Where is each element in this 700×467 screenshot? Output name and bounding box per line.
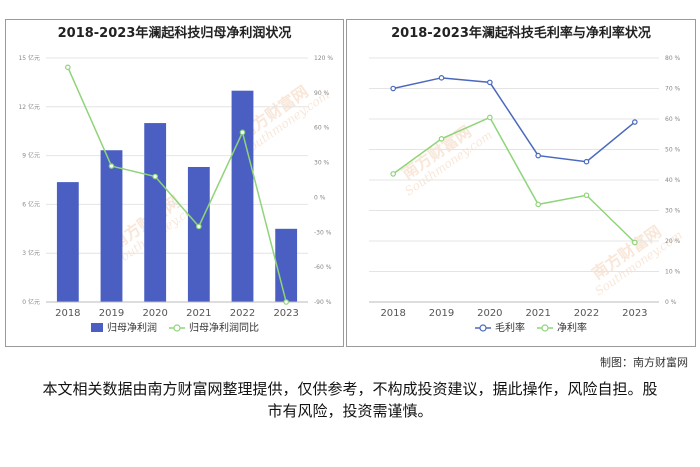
bar [231, 90, 254, 302]
y-right-tick-label: 120 % [314, 55, 333, 62]
line-point [390, 171, 396, 177]
y-right-tick-label: 90 % [314, 90, 330, 97]
line-point [152, 173, 158, 180]
x-tick-label: 2021 [525, 308, 550, 319]
bar [187, 166, 210, 302]
line-point [632, 239, 638, 246]
y-left-tick-label: 3 亿元 [22, 249, 40, 257]
x-tick-label: 2020 [477, 308, 502, 319]
y-tick-label: 80 % [665, 55, 681, 62]
legend-swatch-bar [91, 323, 103, 332]
line-point [583, 192, 590, 199]
bar [56, 182, 79, 302]
left-chart-panel: 2018-2023年澜起科技归母净利润状况 南方财富网 Southmoney.co… [5, 19, 344, 347]
y-left-tick-label: 6 亿元 [22, 200, 40, 208]
y-tick-label: 40 % [665, 177, 681, 184]
legend-label: 毛利率 [495, 321, 525, 334]
x-tick-label: 2018 [380, 308, 405, 319]
bar [144, 123, 167, 302]
bar [100, 150, 123, 302]
x-tick-label: 2019 [99, 308, 124, 319]
x-tick-label: 2021 [186, 308, 211, 319]
y-right-tick-label: 60 % [314, 125, 330, 132]
left-chart-svg: 南方财富网Southmoney.com南方财富网Southmoney.com0 … [18, 54, 333, 334]
line-point [438, 136, 445, 142]
y-tick-label: 20 % [665, 238, 681, 245]
line-point [487, 114, 493, 121]
y-left-tick-label: 9 亿元 [22, 152, 40, 160]
x-tick-label: 2018 [55, 308, 80, 319]
line-point [535, 152, 541, 159]
y-left-tick-label: 0 亿元 [22, 298, 40, 306]
y-tick-label: 10 % [665, 269, 681, 276]
right-chart-title: 2018-2023年澜起科技毛利率与净利率状况 [391, 26, 651, 41]
line-point [390, 85, 396, 92]
legend-swatch-marker [173, 324, 181, 332]
line-point [283, 299, 289, 305]
series-line [67, 66, 287, 303]
x-tick-label: 2022 [230, 308, 255, 319]
y-tick-label: 0 % [665, 299, 677, 306]
legend-label-bar: 归母净利润 [107, 321, 157, 334]
left-chart-title: 2018-2023年澜起科技归母净利润状况 [57, 26, 292, 41]
series-line [393, 77, 636, 163]
y-right-tick-label: -30 % [314, 229, 332, 236]
y-tick-label: 60 % [665, 116, 681, 123]
y-right-tick-label: 30 % [314, 160, 330, 167]
legend-label: 净利率 [557, 321, 587, 334]
line-point [632, 119, 638, 125]
legend-swatch-marker [479, 324, 487, 332]
y-left-tick-label: 12 亿元 [18, 103, 40, 111]
right-chart-svg: 南方财富网Southmoney.com南方财富网Southmoney.com0 … [369, 55, 685, 334]
line-point [108, 163, 115, 169]
series-line [392, 116, 636, 244]
line-point [583, 158, 590, 165]
legend-label-line: 归母净利润同比 [189, 321, 259, 334]
legend-swatch-marker [541, 324, 549, 332]
bar [275, 228, 298, 302]
line-point [535, 201, 541, 208]
right-chart-panel: 2018-2023年澜起科技毛利率与净利率状况 南方财富网 Southmoney.… [346, 19, 696, 347]
x-tick-label: 2023 [273, 308, 298, 319]
line-point [196, 223, 202, 230]
y-tick-label: 50 % [665, 147, 681, 154]
x-tick-label: 2023 [622, 308, 647, 319]
y-right-tick-label: 0 % [314, 194, 326, 201]
line-point [239, 129, 246, 136]
x-tick-label: 2022 [574, 308, 599, 319]
line-point [487, 79, 493, 86]
y-tick-label: 30 % [665, 208, 681, 215]
y-tick-label: 70 % [665, 86, 681, 93]
y-left-tick-label: 15 亿元 [18, 54, 40, 62]
line-point [438, 75, 445, 81]
line-point [65, 64, 71, 71]
y-right-tick-label: -90 % [314, 299, 332, 306]
y-right-tick-label: -60 % [314, 264, 332, 271]
x-tick-label: 2020 [142, 308, 167, 319]
x-tick-label: 2019 [429, 308, 454, 319]
chart-credit: 制图：南方财富网 [600, 356, 688, 369]
disclaimer-text: 本文相关数据由南方财富网整理提供，仅供参考，不构成投资建议，据此操作，风险自担。… [42, 380, 658, 420]
